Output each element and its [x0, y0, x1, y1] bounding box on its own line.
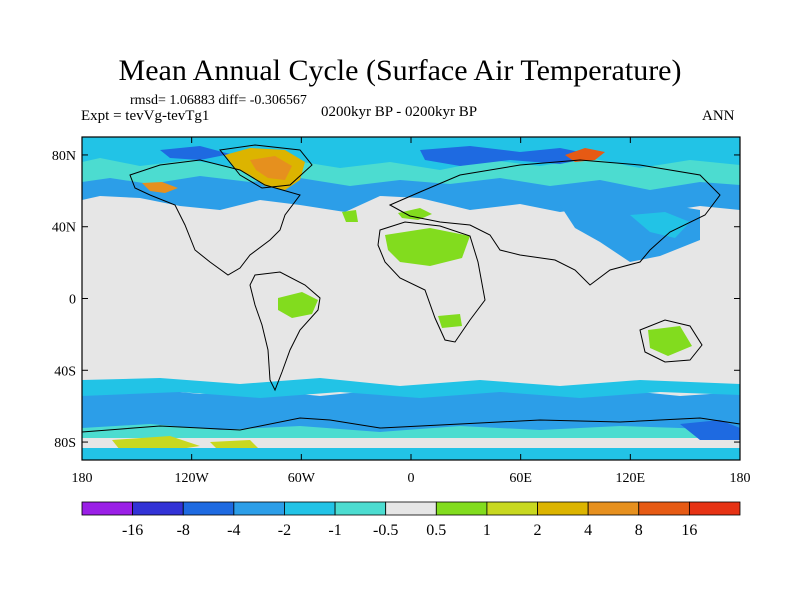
colorbar-label: 16: [681, 522, 697, 539]
colorbar: -16 -8 -4 -2 -1 -0.5 0.5 1 2 4 8 16: [81, 501, 741, 539]
field-region: [398, 208, 432, 220]
x-tick-label: 120W: [175, 471, 210, 486]
field-region: [420, 146, 600, 166]
colorbar-label: -4: [227, 522, 240, 539]
colorbar-swatch: [132, 501, 184, 516]
chart-title: Mean Annual Cycle (Surface Air Temperatu…: [118, 54, 682, 87]
y-tick-label: 80N: [52, 149, 76, 164]
period-label: 0200kyr BP - 0200kyr BP: [321, 104, 478, 120]
colorbar-label: -8: [177, 522, 190, 539]
colorbar-swatch: [334, 501, 387, 516]
y-tick-label: 40S: [54, 364, 76, 379]
colorbar-swatch: [537, 501, 589, 516]
colorbar-label: -16: [122, 522, 143, 539]
season-label: ANN: [702, 108, 735, 124]
colorbar-label: -2: [278, 522, 291, 539]
coastlines: [81, 144, 741, 433]
x-tick-label: 120E: [616, 471, 646, 486]
experiment-label: Expt = tevVg-tevTg1: [81, 108, 210, 124]
field-region: [82, 378, 740, 398]
coast-south-america: [249, 271, 321, 392]
x-tick-label: 180: [72, 471, 93, 486]
coast-eurasia: [388, 159, 721, 286]
colorbar-label: 2: [534, 522, 542, 539]
colorbar-label: -0.5: [373, 522, 398, 539]
field-region: [680, 420, 740, 440]
coast-antarctica: [81, 417, 741, 433]
colorbar-swatch: [435, 501, 488, 516]
x-tick-label: 60E: [509, 471, 532, 486]
field-region: [438, 314, 462, 328]
colorbar-label: 8: [635, 522, 643, 539]
x-tick-label: 0: [408, 471, 415, 486]
field-region: [142, 182, 178, 193]
colorbar-swatch: [81, 501, 134, 516]
field-region: [565, 148, 605, 162]
field-region: [385, 228, 470, 266]
field-layer: [82, 137, 740, 460]
colorbar-swatch: [385, 501, 437, 516]
colorbar-swatch: [233, 501, 285, 516]
colorbar-swatch: [587, 501, 640, 516]
field-region: [160, 146, 230, 160]
colorbar-swatch: [182, 501, 235, 516]
colorbar-swatch: [486, 501, 538, 516]
y-tick-label: 0: [69, 293, 76, 308]
colorbar-label: 1: [483, 522, 491, 539]
colorbar-label: 4: [584, 522, 592, 539]
colorbar-swatch: [284, 501, 336, 516]
x-tick-label: 60W: [288, 471, 316, 486]
axis-ticks: 180 120W 60W 0 60E 120E 180 80N 40N 0 40S 80S: [52, 137, 751, 486]
coast-north-america: [129, 159, 301, 276]
coast-africa: [377, 221, 486, 343]
y-tick-label: 80S: [54, 436, 76, 451]
colorbar-label: -1: [328, 522, 341, 539]
coast-greenland: [219, 144, 313, 189]
x-tick-label: 180: [730, 471, 751, 486]
map-area: 180 120W 60W 0 60E 120E 180 80N 40N 0 40S 80S: [52, 136, 751, 486]
colorbar-swatch: [688, 501, 741, 516]
field-region: [250, 156, 292, 180]
field-region: [630, 212, 690, 238]
stats-label: rmsd= 1.06883 diff= -0.306567: [130, 93, 307, 108]
field-region: [278, 292, 318, 318]
colorbar-swatch: [638, 501, 690, 516]
y-tick-label: 40N: [52, 221, 76, 236]
field-region: [648, 326, 692, 356]
coast-australia: [639, 319, 703, 363]
colorbar-label: 0.5: [426, 522, 446, 539]
field-region: [342, 210, 358, 222]
